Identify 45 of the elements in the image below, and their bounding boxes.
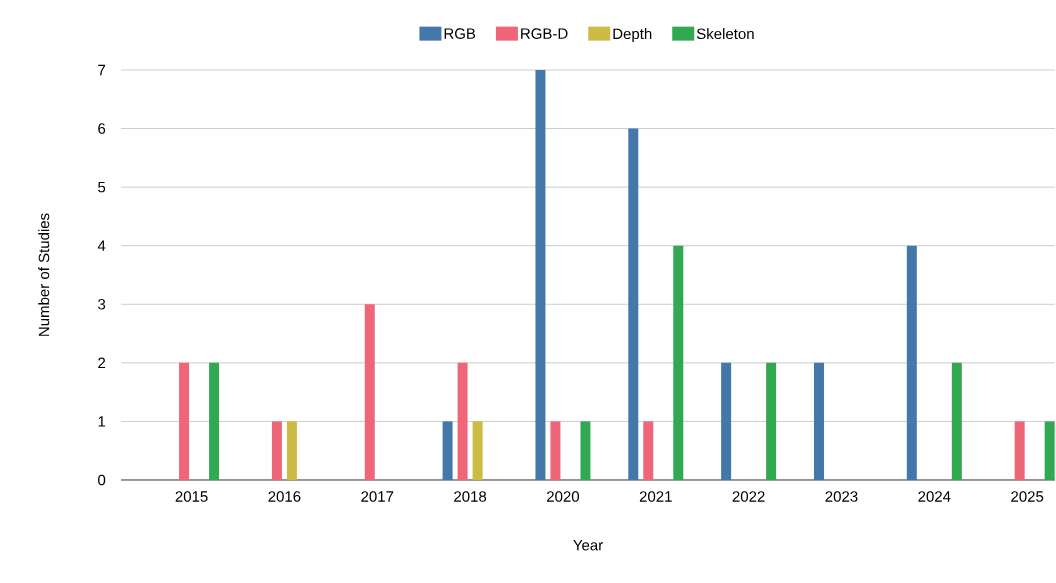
- bar: [535, 69, 546, 480]
- x-tick-label: 2018: [454, 491, 487, 502]
- x-tick-label: 2017: [361, 491, 394, 502]
- bar: [457, 362, 468, 480]
- x-axis-title: Year: [573, 540, 603, 551]
- bar: [1044, 421, 1055, 480]
- y-tick-label: 7: [98, 64, 106, 76]
- bar: [766, 362, 777, 480]
- bar: [209, 362, 220, 480]
- y-tick-label: 3: [98, 298, 106, 310]
- bar: [442, 421, 453, 480]
- bar: [628, 128, 639, 480]
- bar: [179, 362, 190, 480]
- y-tick-label: 0: [98, 474, 106, 486]
- bar: [1014, 421, 1025, 480]
- x-tick-label: 2023: [825, 491, 858, 502]
- bar: [673, 245, 684, 480]
- y-tick-label: 1: [98, 416, 106, 427]
- bar: [286, 421, 297, 480]
- bar: [813, 362, 824, 480]
- x-tick-label: 2015: [175, 491, 208, 502]
- y-tick-label: 4: [97, 240, 106, 251]
- bar: [721, 362, 732, 480]
- legend-label: Depth: [613, 28, 652, 43]
- bar: [906, 245, 917, 480]
- bar: [472, 421, 483, 480]
- x-tick-label: 2025: [1011, 491, 1044, 502]
- bar: [271, 421, 282, 480]
- bar: [580, 421, 591, 480]
- y-tick-label: 6: [98, 123, 106, 134]
- bar: [643, 421, 654, 480]
- y-tick-label: 5: [98, 181, 106, 193]
- bar: [550, 421, 561, 480]
- legend-label: Skeleton: [696, 28, 754, 40]
- x-tick-label: 2022: [732, 491, 765, 502]
- x-tick-label: 2021: [639, 491, 672, 502]
- legend-label: RGB-D: [521, 28, 568, 39]
- bar: [364, 304, 375, 480]
- y-tick-label: 2: [98, 357, 106, 369]
- x-tick-label: 2020: [547, 491, 580, 502]
- bar: [951, 362, 962, 480]
- y-axis-title: Number of Studies: [38, 213, 50, 336]
- x-tick-label: 2024: [918, 491, 951, 502]
- x-tick-label: 2016: [268, 491, 301, 502]
- legend-label: RGB: [444, 28, 476, 39]
